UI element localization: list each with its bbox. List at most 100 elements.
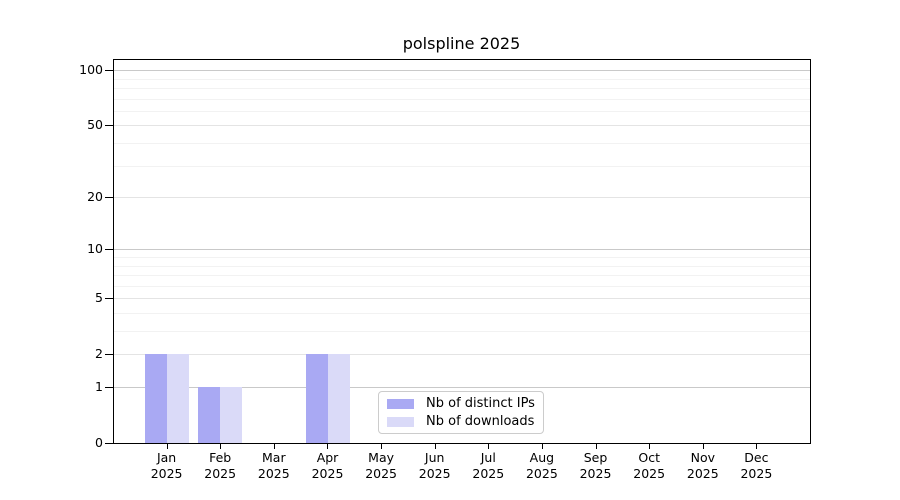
x-tick-label-dec: Dec 2025 [726, 450, 786, 481]
x-tick-mark [542, 443, 543, 449]
y-tick-mark [105, 443, 113, 444]
x-tick-month: Mar [262, 450, 286, 465]
x-tick-month: Oct [638, 450, 660, 465]
x-tick-label-sep: Sep 2025 [566, 450, 626, 481]
x-tick-mark [596, 443, 597, 449]
gridline-10 [113, 249, 810, 251]
x-tick-month: Aug [529, 450, 555, 465]
x-tick-month: Apr [316, 450, 339, 465]
x-tick-year: 2025 [150, 465, 183, 481]
x-tick-year: 2025 [579, 465, 612, 481]
gridline-90 [113, 78, 810, 80]
x-tick-month: Jan [156, 450, 177, 465]
x-tick-label-apr: Apr 2025 [298, 450, 358, 481]
y-tick-label: 10 [87, 241, 103, 257]
x-tick-label-mar: Mar 2025 [244, 450, 304, 481]
plot-spine [113, 443, 811, 444]
x-tick-label-nov: Nov 2025 [673, 450, 733, 481]
gridline-9 [113, 257, 810, 258]
x-tick-year: 2025 [365, 465, 397, 481]
gridline-7 [113, 275, 810, 276]
x-tick-month: May [368, 450, 395, 465]
x-tick-year: 2025 [418, 465, 451, 481]
bar-downloads-feb [220, 387, 243, 443]
x-tick-mark [649, 443, 650, 449]
x-tick-mark [274, 443, 275, 449]
y-tick-mark [105, 354, 113, 356]
x-tick-label-may: May 2025 [351, 450, 411, 481]
x-tick-mark [435, 443, 436, 449]
legend-item-downloads: Nb of downloads [387, 414, 535, 429]
x-tick-mark [381, 443, 382, 449]
x-tick-label-oct: Oct 2025 [619, 450, 679, 481]
y-tick-label: 50 [87, 117, 103, 133]
plot-spine [810, 59, 811, 444]
y-tick-label: 5 [95, 290, 103, 306]
x-tick-year: 2025 [740, 465, 773, 481]
x-tick-mark [756, 443, 757, 449]
y-tick-mark [105, 387, 113, 388]
gridline-8 [113, 265, 810, 267]
gridline-80 [113, 88, 810, 89]
x-tick-year: 2025 [204, 465, 237, 481]
x-tick-mark [703, 443, 704, 449]
x-tick-month: Jun [424, 450, 445, 465]
y-tick-label: 100 [79, 62, 103, 78]
x-tick-label-jul: Jul 2025 [458, 450, 518, 481]
gridline-40 [113, 143, 810, 144]
y-tick-mark [105, 298, 113, 300]
plot-area [113, 59, 810, 443]
bar-downloads-jan [166, 354, 189, 443]
gridline-6 [113, 285, 810, 287]
bar-downloads-apr [327, 354, 350, 443]
x-tick-year: 2025 [686, 465, 719, 481]
gridline-100 [113, 70, 810, 72]
bar-distinct-ips-jan [144, 354, 167, 443]
legend-label-distinct-ips: Nb of distinct IPs [426, 396, 535, 411]
chart-title: polspline 2025 [402, 34, 521, 53]
x-tick-label-jan: Jan 2025 [137, 450, 197, 481]
plot-spine [113, 59, 811, 60]
gridline-4 [113, 313, 810, 314]
legend-label-downloads: Nb of downloads [426, 414, 535, 429]
plot-spine [113, 59, 114, 443]
x-tick-month: Jul [480, 450, 496, 465]
x-tick-month: Feb [209, 450, 232, 465]
gridline-50 [113, 125, 810, 127]
gridline-3 [113, 331, 810, 332]
x-tick-year: 2025 [311, 465, 344, 481]
x-tick-mark [488, 443, 489, 449]
x-tick-year: 2025 [257, 465, 290, 481]
y-tick-label: 1 [95, 379, 103, 394]
x-tick-mark [167, 443, 168, 449]
x-tick-month: Dec [744, 450, 769, 465]
x-tick-mark [220, 443, 221, 449]
legend-swatch-distinct-ips [387, 398, 414, 409]
y-tick-mark [105, 70, 113, 72]
gridline-60 [113, 110, 810, 112]
legend: Nb of distinct IPs Nb of downloads [378, 391, 544, 434]
bar-distinct-ips-feb [198, 387, 221, 443]
y-tick-mark [105, 125, 113, 127]
gridline-70 [113, 98, 810, 100]
x-tick-label-aug: Aug 2025 [512, 450, 572, 481]
x-tick-label-feb: Feb 2025 [190, 450, 250, 481]
legend-item-distinct-ips: Nb of distinct IPs [387, 396, 535, 411]
gridline-5 [113, 298, 810, 300]
x-tick-year: 2025 [633, 465, 666, 481]
x-tick-year: 2025 [525, 465, 558, 481]
x-tick-month: Nov [690, 450, 715, 465]
gridline-1 [113, 387, 810, 388]
bar-distinct-ips-apr [305, 354, 328, 443]
gridline-20 [113, 197, 810, 199]
gridline-2 [113, 354, 810, 356]
legend-swatch-downloads [387, 416, 414, 427]
y-tick-label: 20 [87, 189, 103, 205]
y-tick-label: 2 [95, 346, 103, 362]
gridline-30 [113, 165, 810, 167]
x-tick-label-jun: Jun 2025 [405, 450, 465, 481]
x-tick-month: Sep [583, 450, 608, 465]
y-tick-label: 0 [95, 435, 103, 450]
x-tick-year: 2025 [472, 465, 505, 481]
